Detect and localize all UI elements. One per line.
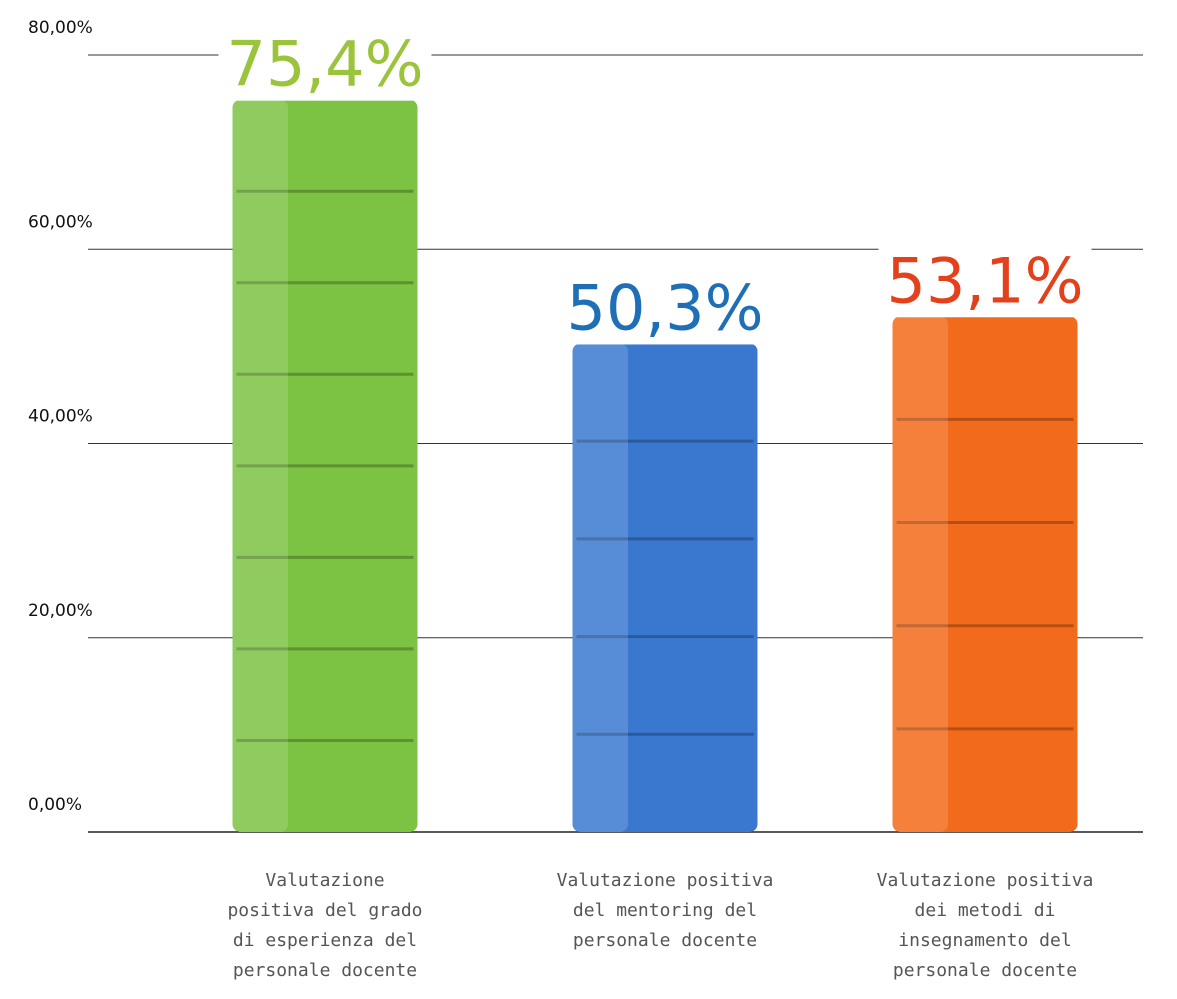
x-tick-label: Valutazione positiva del grado di esperi…: [227, 870, 423, 981]
bar-shade: [232, 99, 288, 833]
y-tick-label: 80,00%: [28, 18, 93, 38]
x-tick-label: Valutazione positiva del mentoring del p…: [556, 870, 774, 951]
x-tick-label: Valutazione positiva dei metodi di inseg…: [876, 870, 1094, 981]
bar: [232, 99, 418, 833]
value-label: 53,1%: [887, 244, 1084, 317]
value-label-bg: [558, 271, 772, 345]
bar: [892, 316, 1078, 832]
bar-shade: [572, 343, 628, 832]
value-label-bg: [218, 27, 432, 101]
value-label: 75,4%: [227, 28, 424, 101]
value-label: 50,3%: [567, 271, 764, 344]
y-tick-label: 40,00%: [28, 407, 93, 427]
bar-shade: [892, 316, 948, 832]
bar: [572, 343, 758, 832]
y-tick-label: 0,00%: [28, 795, 82, 815]
y-tick-label: 60,00%: [28, 212, 93, 232]
value-label-bg: [878, 244, 1092, 318]
y-tick-label: 20,00%: [28, 601, 93, 621]
